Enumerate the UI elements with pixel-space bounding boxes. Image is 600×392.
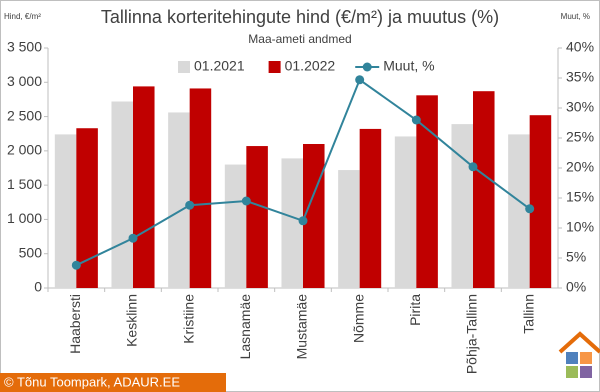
bar [338, 170, 360, 288]
footer-bg [0, 373, 226, 392]
legend-label: Muut, % [383, 58, 434, 74]
bar [246, 146, 268, 288]
y2-tick-label: 15% [566, 189, 594, 205]
bar [473, 91, 495, 288]
chart-title: Tallinna korteritehingute hind (€/m²) ja… [101, 7, 499, 27]
logo [558, 331, 600, 378]
bar [394, 136, 417, 288]
y2-tick-label: 0% [566, 279, 586, 295]
y-tick-label: 3 500 [7, 39, 42, 55]
y-tick-label: 500 [19, 244, 43, 260]
legend-label: 01.2021 [194, 58, 245, 74]
chart-subtitle: Maa-ameti andmed [248, 32, 351, 46]
y-tick-label: 1 000 [7, 210, 42, 226]
legend-swatch [268, 61, 281, 73]
bar [76, 128, 98, 288]
y2-tick-label: 10% [566, 219, 594, 235]
y2-tick-label: 30% [566, 99, 594, 115]
x-tick-label: Mustamäe [294, 294, 310, 360]
legend-label: 01.2022 [285, 58, 336, 74]
point [411, 115, 421, 125]
point [525, 204, 535, 214]
y-tick-label: 1 500 [7, 176, 42, 192]
bar [224, 164, 247, 288]
bar [416, 95, 438, 288]
y-tick-label: 0 [34, 279, 42, 295]
point [128, 233, 138, 243]
y2-tick-label: 35% [566, 69, 594, 85]
x-tick-label: Nõmme [350, 294, 366, 343]
bar [54, 134, 77, 288]
x-tick-label: Põhja-Tallinn [464, 294, 480, 374]
bar [508, 134, 530, 288]
legend-swatch [362, 62, 372, 72]
bar [359, 128, 382, 288]
x-tick-label: Tallinn [520, 294, 536, 334]
x-tick-label: Haabersti [67, 294, 83, 354]
point [355, 75, 365, 85]
y2-tick-label: 40% [566, 39, 594, 55]
y-tick-label: 2 000 [7, 142, 42, 158]
bar [111, 101, 133, 288]
y2-tick-label: 5% [566, 249, 586, 265]
bar [281, 158, 303, 288]
x-tick-label: Pirita [407, 294, 423, 326]
bar [451, 124, 473, 288]
y-tick-label: 3 000 [7, 73, 42, 89]
point [468, 162, 478, 172]
y2-tick-label: 20% [566, 159, 594, 175]
bar [168, 112, 190, 288]
x-tick-label: Lasnamäe [237, 294, 253, 360]
footer: © Tõnu Toompark, ADAUR.EE [4, 374, 180, 389]
point [241, 196, 251, 206]
point [298, 216, 308, 226]
y-tick-label: 2 500 [7, 107, 42, 123]
x-tick-label: Kesklinn [124, 294, 140, 347]
y2-axis-label: Muut, % [561, 12, 590, 21]
point [71, 260, 81, 270]
bar [189, 88, 212, 288]
x-tick-label: Kristiine [180, 294, 196, 344]
bar [303, 144, 325, 288]
bar [133, 86, 155, 289]
legend-swatch [178, 61, 190, 73]
y2-tick-label: 25% [566, 129, 594, 145]
y-axis-label: Hind, €/m² [4, 12, 41, 21]
bar [529, 115, 552, 288]
point [185, 200, 195, 210]
